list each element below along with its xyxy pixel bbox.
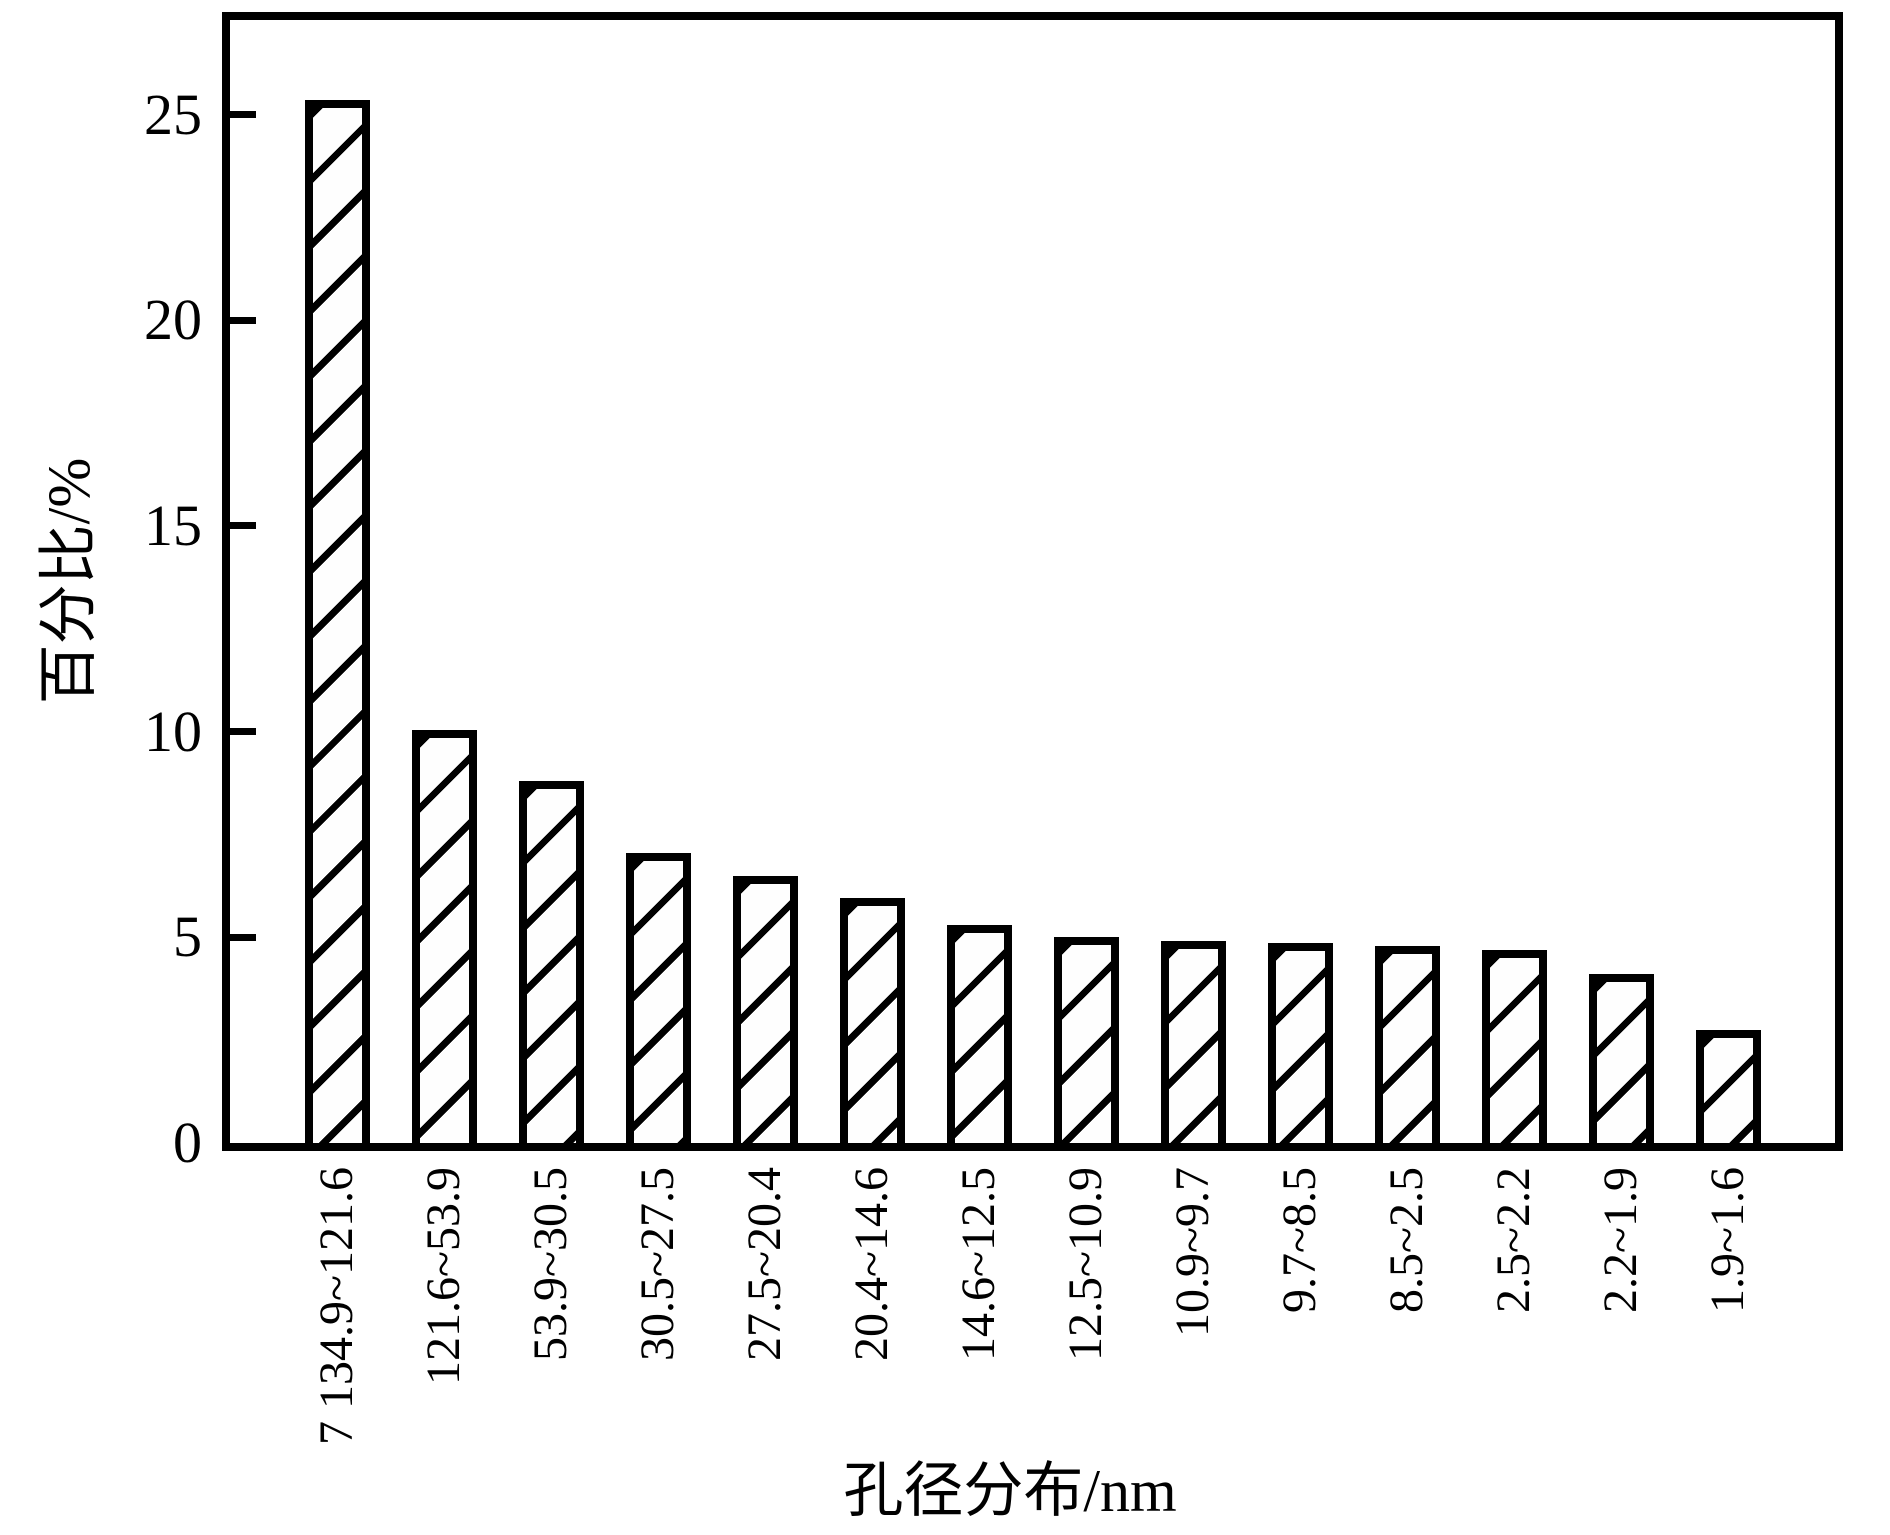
x-tick-label-text: 8.5~2.5	[1380, 1167, 1433, 1313]
bar	[1053, 937, 1119, 1143]
y-tick	[230, 317, 256, 324]
x-tick-label-text: 2.5~2.2	[1487, 1167, 1540, 1313]
bar	[946, 925, 1012, 1143]
y-tick-label: 0	[173, 1110, 202, 1175]
x-tick-label-text: 7 134.9~121.6	[310, 1167, 363, 1445]
x-tick-label-text: 9.7~8.5	[1273, 1167, 1326, 1313]
y-tick-label: 25	[144, 82, 202, 147]
x-axis-title-text: 孔径分布/nm	[843, 1458, 1177, 1524]
y-tick-label: 5	[173, 904, 202, 969]
y-tick-label: 10	[144, 699, 202, 764]
plot-area	[230, 20, 1835, 1143]
bar	[732, 876, 798, 1143]
y-tick-label: 15	[144, 493, 202, 558]
y-tick	[230, 728, 256, 735]
bar	[1267, 943, 1333, 1143]
bar	[1374, 946, 1440, 1143]
bar	[411, 730, 477, 1143]
bar	[839, 898, 905, 1143]
y-tick	[230, 934, 256, 941]
plot-frame	[222, 12, 1843, 1151]
bar	[1588, 974, 1654, 1143]
y-tick	[230, 522, 256, 529]
x-tick-label-text: 20.4~14.6	[845, 1167, 898, 1361]
x-tick-label-text: 1.9~1.6	[1701, 1167, 1754, 1313]
x-tick-label-text: 10.9~9.7	[1166, 1167, 1219, 1337]
y-tick-label: 20	[144, 287, 202, 352]
x-tick-label-text: 2.2~1.9	[1594, 1167, 1647, 1313]
x-tick-label-text: 12.5~10.9	[1059, 1167, 1112, 1361]
bar	[1160, 941, 1226, 1143]
x-tick-label-text: 121.6~53.9	[417, 1167, 470, 1385]
bar	[518, 781, 584, 1143]
bar	[304, 100, 370, 1143]
y-tick	[230, 111, 256, 118]
x-tick-label-text: 30.5~27.5	[631, 1167, 684, 1361]
bar	[625, 853, 691, 1143]
x-tick-label-text: 14.6~12.5	[952, 1167, 1005, 1361]
bar	[1481, 950, 1547, 1143]
x-tick-label-text: 53.9~30.5	[524, 1167, 577, 1361]
x-tick-label-text: 27.5~20.4	[738, 1167, 791, 1361]
bar	[1695, 1030, 1761, 1143]
